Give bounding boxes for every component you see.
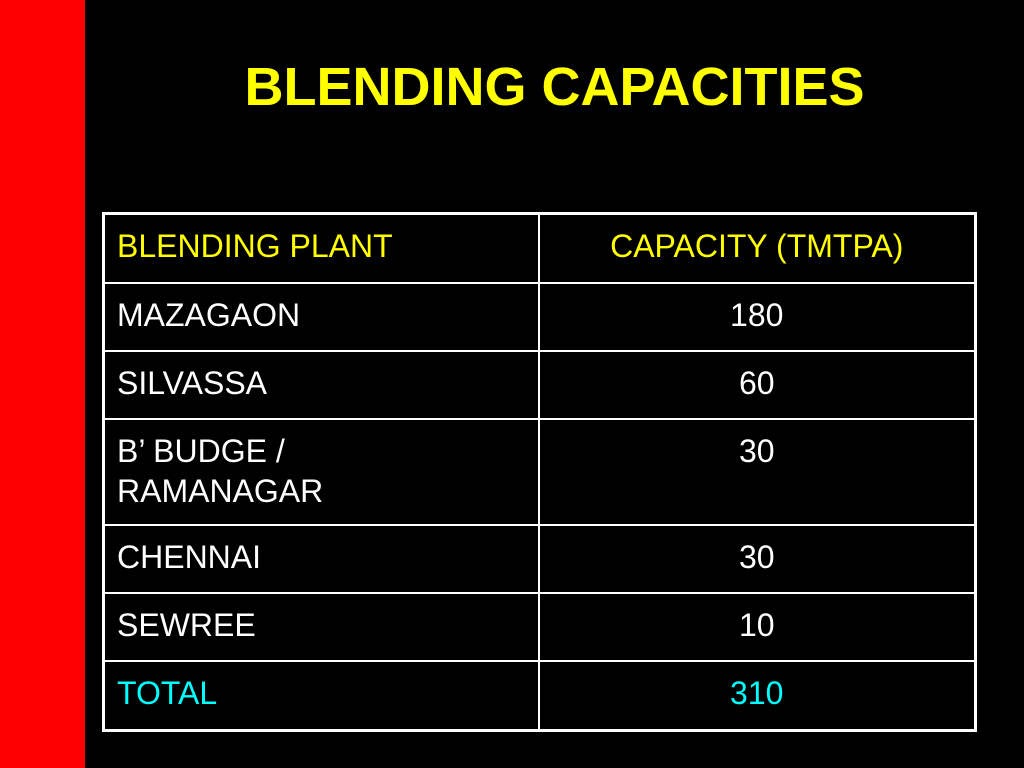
plant-name-cell: SEWREE [102,592,540,662]
table-header-row: BLENDING PLANT CAPACITY (TMTPA) [102,212,977,284]
table-row: SILVASSA 60 [102,350,977,420]
table-total-row: TOTAL 310 [102,660,977,732]
plant-name-line-1: B’ BUDGE / [117,433,285,469]
total-capacity-cell: 310 [537,660,977,732]
capacity-cell: 180 [537,282,977,352]
total-label-cell: TOTAL [102,660,540,732]
table-row: MAZAGAON 180 [102,282,977,352]
table-row: B’ BUDGE / RAMANAGAR 30 [102,418,977,526]
table-row: SEWREE 10 [102,592,977,662]
capacity-cell: 10 [537,592,977,662]
red-side-bar [0,0,85,768]
table-row: CHENNAI 30 [102,524,977,594]
capacity-cell: 60 [537,350,977,420]
capacity-cell: 30 [537,524,977,594]
plant-name-line-2: RAMANAGAR [117,473,324,509]
header-blending-plant: BLENDING PLANT [102,212,540,284]
plant-name-cell: B’ BUDGE / RAMANAGAR [102,418,540,526]
header-capacity: CAPACITY (TMTPA) [537,212,977,284]
slide-title: BLENDING CAPACITIES [244,57,865,117]
plant-name-cell: SILVASSA [102,350,540,420]
plant-name-cell: MAZAGAON [102,282,540,352]
capacity-table: BLENDING PLANT CAPACITY (TMTPA) MAZAGAON… [102,212,977,732]
capacity-cell: 30 [537,418,977,526]
plant-name-cell: CHENNAI [102,524,540,594]
